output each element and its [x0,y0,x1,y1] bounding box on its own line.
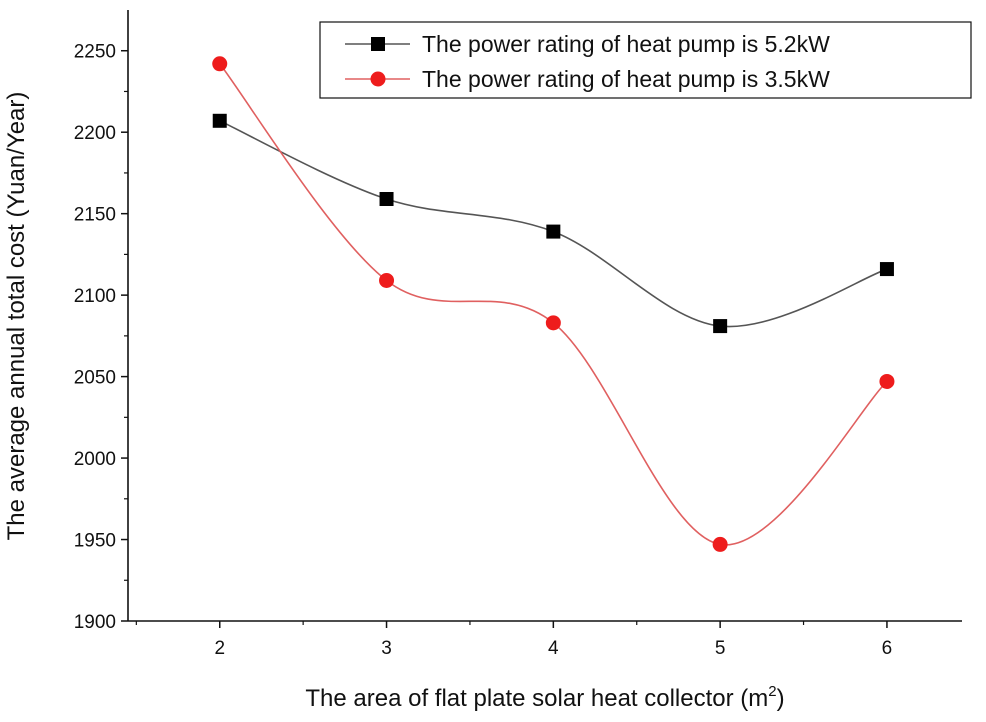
legend-marker-5-2kw [371,37,385,51]
series-0-point-6 [879,262,894,277]
series-1-point-3 [379,272,395,288]
y-tick-label-1900: 1900 [74,612,116,633]
y-tick-label-2100: 2100 [74,286,116,307]
series-1-point-2 [212,56,228,72]
legend: The power rating of heat pump is 5.2kW T… [319,21,972,99]
x-axis-title-sup: 2 [768,683,776,700]
series-1-point-6 [879,373,895,389]
legend-label-5-2kw: The power rating of heat pump is 5.2kW [422,31,830,57]
x-axis-title-end: ) [777,685,785,712]
x-tick-label-5: 5 [715,638,726,659]
x-tick-label-6: 6 [882,638,893,659]
x-axis-title: The area of flat plate solar heat collec… [305,683,784,712]
y-tick-label-2150: 2150 [74,205,116,226]
series-0-point-2 [212,113,227,128]
y-axis-title: The average annual total cost (Yuan/Year… [3,92,30,541]
x-tick-label-2: 2 [214,638,225,659]
plot-frame [127,10,962,622]
series-line-1 [219,63,888,546]
legend-label-3-5kw: The power rating of heat pump is 3.5kW [422,66,830,92]
legend-box [319,21,972,99]
series-0-point-5 [713,319,728,334]
series-1-point-4 [545,315,561,331]
y-tick-label-2250: 2250 [74,42,116,63]
y-tick-label-2000: 2000 [74,449,116,470]
x-axis-title-main: The area of flat plate solar heat collec… [305,685,768,712]
series-0-point-4 [546,224,561,239]
series-0-point-3 [379,192,394,207]
series-line-0 [219,120,888,328]
legend-marker-3-5kw [370,71,386,87]
series-1-point-5 [712,536,728,552]
y-tick-label-1950: 1950 [74,531,116,552]
series-layer [212,56,895,552]
x-tick-label-3: 3 [381,638,392,659]
y-tick-label-2050: 2050 [74,368,116,389]
x-tick-label-4: 4 [548,638,559,659]
y-tick-label-2200: 2200 [74,123,116,144]
ticks: 1900 1950 2000 2050 2100 2150 2200 2250 2 3 4 5 6 [74,42,893,659]
